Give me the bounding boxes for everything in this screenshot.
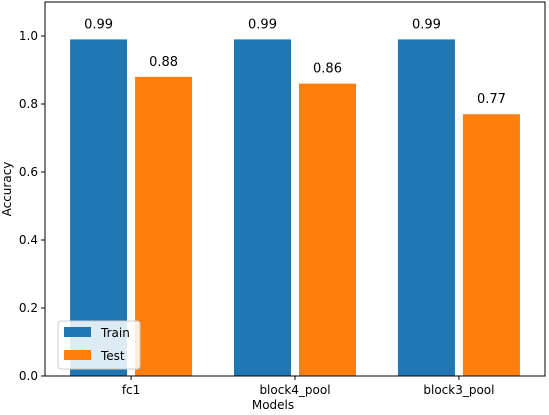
- value-label-test-block3-pool: 0.77: [477, 92, 506, 107]
- x-tick-label-block3-pool: block3_pool: [423, 383, 494, 397]
- y-tick-label-1: 0.2: [19, 301, 38, 315]
- x-tick-label-fc1: fc1: [122, 383, 140, 397]
- legend-swatch-train: [64, 327, 91, 337]
- bar-train-block4-pool: [234, 39, 291, 377]
- legend-label-train: Train: [100, 326, 130, 340]
- value-labels-layer: 0.99 0.88 0.99 0.86 0.99 0.77: [84, 17, 506, 107]
- y-tick-label-2: 0.4: [19, 233, 38, 247]
- y-tick-label-3: 0.6: [19, 165, 38, 179]
- value-label-train-block4-pool: 0.99: [248, 17, 277, 32]
- bar-train-block3-pool: [397, 39, 455, 377]
- y-axis: 0.0 0.2 0.4 0.6 0.8 1.0: [19, 29, 45, 383]
- legend-swatch-test: [64, 350, 91, 360]
- bar-test-block4-pool: [299, 83, 356, 376]
- y-axis-title: Accuracy: [0, 162, 14, 217]
- bars-layer: [70, 39, 520, 377]
- value-label-train-fc1: 0.99: [84, 17, 113, 32]
- value-label-train-block3-pool: 0.99: [412, 17, 441, 32]
- value-label-test-block4-pool: 0.86: [313, 62, 342, 77]
- y-tick-label-5: 1.0: [19, 29, 38, 43]
- y-tick-label-4: 0.8: [19, 97, 38, 111]
- x-tick-label-block4-pool: block4_pool: [259, 383, 330, 397]
- x-axis: fc1 block4_pool block3_pool: [122, 376, 494, 397]
- plot-frame: [44, 1, 546, 377]
- y-tick-label-0: 0.0: [19, 369, 38, 383]
- bar-test-block3-pool: [462, 114, 520, 376]
- bar-test-fc1: [135, 76, 193, 377]
- x-axis-title: Models: [252, 398, 294, 412]
- value-label-test-fc1: 0.88: [149, 55, 178, 70]
- legend-label-test: Test: [100, 349, 125, 363]
- legend: Train Test: [57, 320, 141, 370]
- bar-train-fc1: [70, 39, 128, 377]
